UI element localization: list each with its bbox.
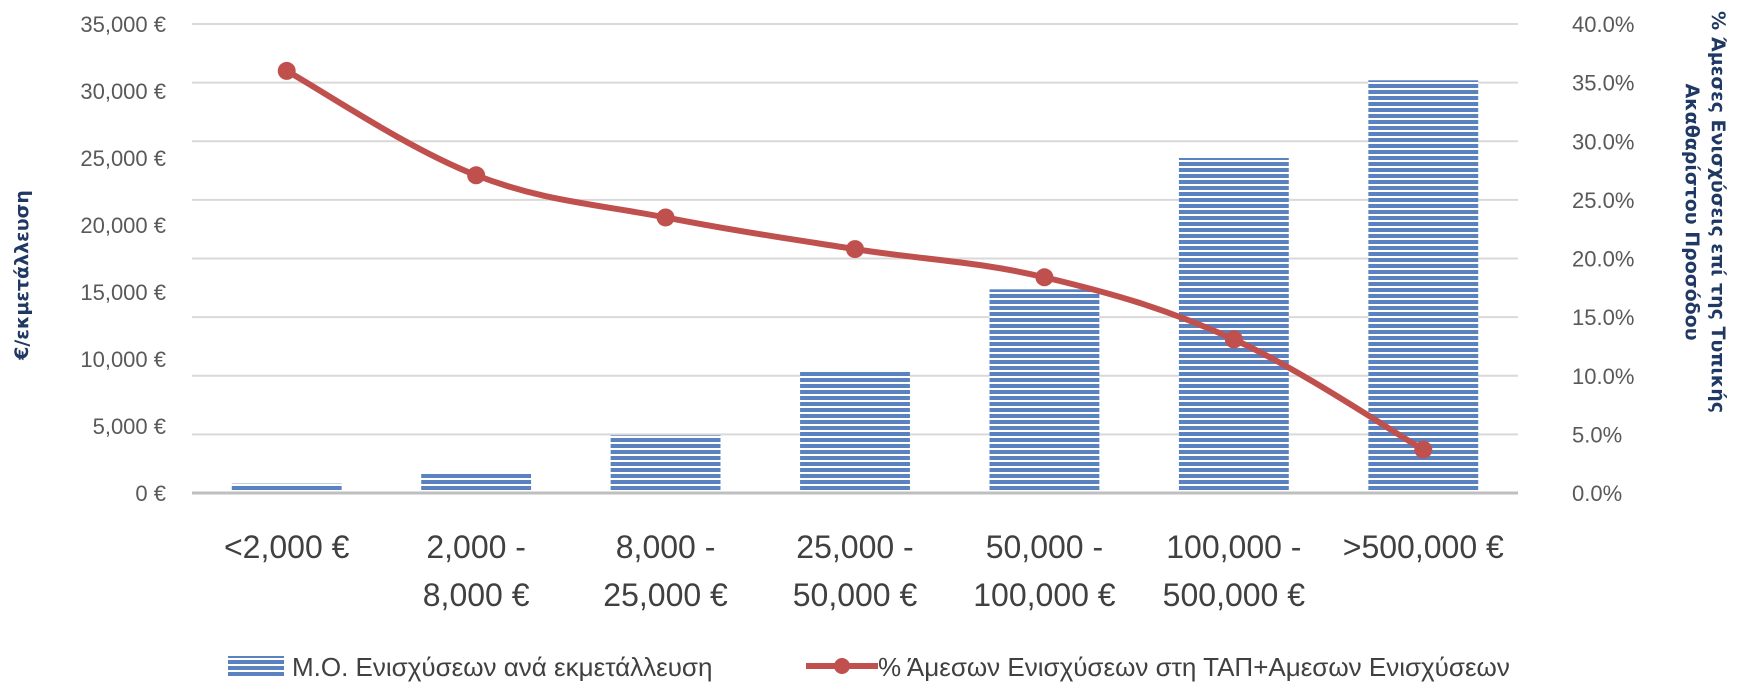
category-label: <2,000 € xyxy=(224,529,350,565)
category-label-line: 500,000 € xyxy=(1163,577,1306,613)
right-tick-label: 10.0% xyxy=(1572,364,1634,389)
category-label: 25,000 - 50,000 € xyxy=(793,529,918,613)
category-label-line: 8,000 - xyxy=(616,529,716,565)
left-tick-label: 25,000 € xyxy=(80,146,166,171)
right-tick-label: 30.0% xyxy=(1572,129,1634,154)
category-label: 8,000 - 25,000 € xyxy=(603,529,728,613)
right-axis-title-line-1: % Άμεσες Ενισχύσεις επί της Τυπικής xyxy=(1707,11,1729,413)
legend-bar-label: Μ.Ο. Ενισχύσεων ανά εκμετάλλευση xyxy=(292,652,712,682)
right-tick-label: 0.0% xyxy=(1572,481,1622,506)
category-label-line: 50,000 € xyxy=(793,577,918,613)
left-tick-label: 15,000 € xyxy=(80,280,166,305)
legend-line-label: % Άμεσων Ενισχύσεων στη ΤΑΠ+Αμεσων Ενισχ… xyxy=(878,652,1510,682)
category-label-line: 2,000 - xyxy=(426,529,526,565)
legend: Μ.Ο. Ενισχύσεων ανά εκμετάλλευση % Άμεσω… xyxy=(228,652,1510,682)
left-tick-label: 10,000 € xyxy=(80,347,166,372)
left-tick-label: 35,000 € xyxy=(80,12,166,37)
bar xyxy=(231,483,342,493)
line-marker xyxy=(277,61,296,80)
bar xyxy=(1368,80,1479,493)
left-tick-label: 30,000 € xyxy=(80,79,166,104)
right-tick-label: 25.0% xyxy=(1572,188,1634,213)
line-marker xyxy=(1035,268,1054,287)
right-axis-title: % Άμεσες Ενισχύσεις επί της Τυπικής Ακαθ… xyxy=(1681,11,1729,413)
line-marker xyxy=(467,166,486,185)
category-label-line: 8,000 € xyxy=(423,577,530,613)
line-marker xyxy=(1414,440,1433,459)
category-label: 100,000 - 500,000 € xyxy=(1163,529,1306,613)
category-label-line: 100,000 - xyxy=(1166,529,1301,565)
right-axis-ticks: 0.0% 5.0% 10.0% 15.0% 20.0% 25.0% 30.0% 35.0% 40… xyxy=(1572,12,1634,506)
category-labels: <2,000 € 2,000 - 8,000 € 8,000 - 25,000 € 25,… xyxy=(224,529,1504,613)
line-marker xyxy=(1224,330,1243,349)
category-label-line: <2,000 € xyxy=(224,529,350,565)
line-series xyxy=(277,61,1433,459)
category-label-line: 25,000 - xyxy=(796,529,913,565)
category-label: 50,000 - 100,000 € xyxy=(973,529,1116,613)
left-tick-label: 20,000 € xyxy=(80,213,166,238)
gridlines xyxy=(192,23,1518,436)
left-axis-title: €/εκμετάλλευση xyxy=(11,190,33,361)
right-tick-label: 15.0% xyxy=(1572,305,1634,330)
right-tick-label: 20.0% xyxy=(1572,247,1634,272)
category-label-line: 25,000 € xyxy=(603,577,728,613)
line-marker xyxy=(656,208,675,227)
category-label-line: 100,000 € xyxy=(973,577,1116,613)
bar xyxy=(989,289,1100,493)
bar xyxy=(610,435,721,493)
left-axis-ticks: 0 € 5,000 € 10,000 € 15,000 € 20,000 € 25,000… xyxy=(80,12,166,506)
bar xyxy=(421,472,532,493)
category-label-line: >500,000 € xyxy=(1343,529,1504,565)
legend-bar-swatch xyxy=(228,656,284,676)
right-tick-label: 5.0% xyxy=(1572,422,1622,447)
left-tick-label: 5,000 € xyxy=(93,414,166,439)
right-tick-label: 35.0% xyxy=(1572,71,1634,96)
right-tick-label: 40.0% xyxy=(1572,12,1634,37)
right-axis-title-line-2: Ακαθαρίστου Προσόδου xyxy=(1681,83,1703,340)
bar xyxy=(800,371,910,493)
category-label: >500,000 € xyxy=(1343,529,1504,565)
left-tick-label: 0 € xyxy=(135,481,166,506)
category-label-line: 50,000 - xyxy=(986,529,1103,565)
line-marker xyxy=(846,240,864,259)
category-label: 2,000 - 8,000 € xyxy=(423,529,530,613)
legend-line-marker xyxy=(834,658,850,674)
